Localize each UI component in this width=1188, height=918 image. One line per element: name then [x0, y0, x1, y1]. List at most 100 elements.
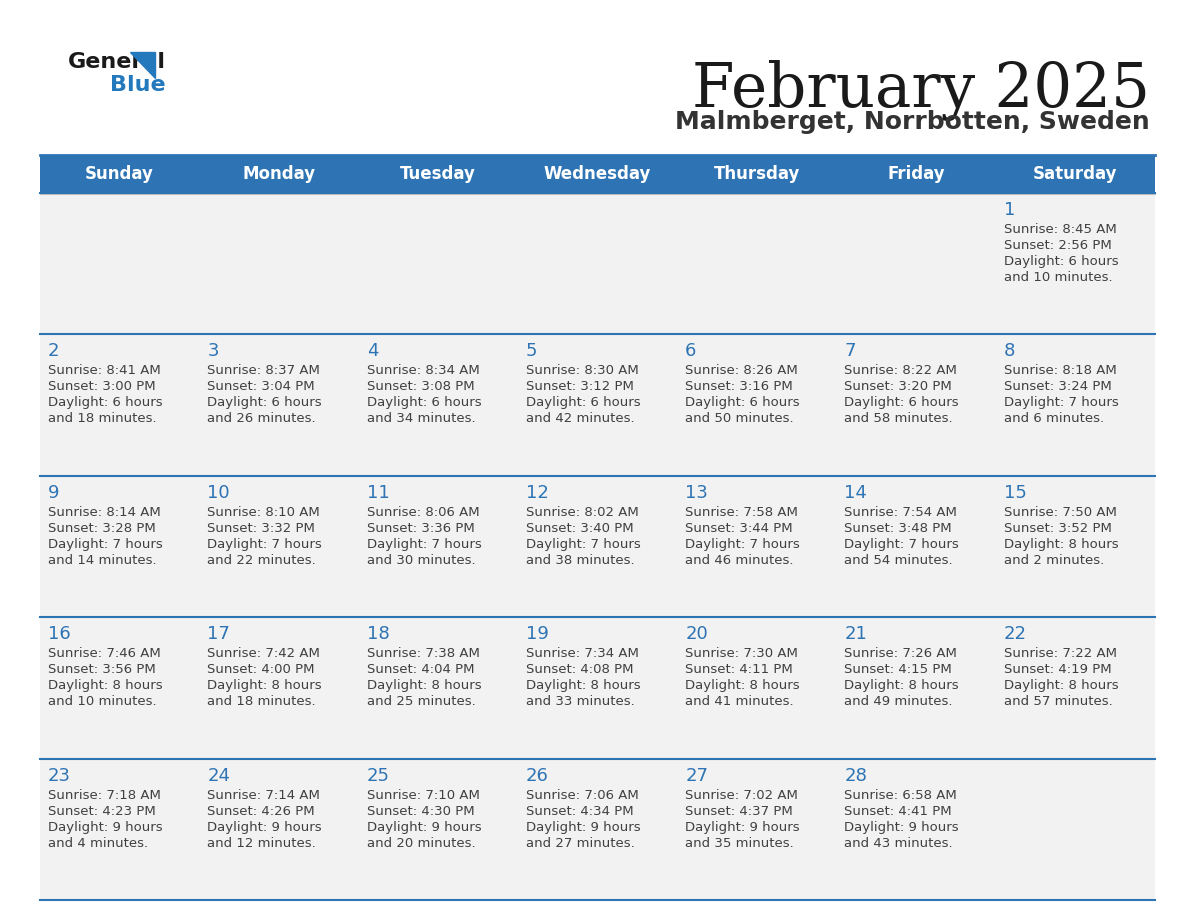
Text: Daylight: 8 hours: Daylight: 8 hours	[845, 679, 959, 692]
Bar	[518, 617, 677, 758]
Text: Daylight: 8 hours: Daylight: 8 hours	[1004, 538, 1118, 551]
Text: and 58 minutes.: and 58 minutes.	[845, 412, 953, 425]
Bar	[996, 476, 1155, 617]
Text: 7: 7	[845, 342, 855, 361]
Text: 4: 4	[367, 342, 378, 361]
Text: 8: 8	[1004, 342, 1015, 361]
Text: #1a1a1a: #1a1a1a	[70, 54, 76, 55]
Text: and 43 minutes.: and 43 minutes.	[845, 836, 953, 849]
Text: Daylight: 6 hours: Daylight: 6 hours	[845, 397, 959, 409]
Text: Sunrise: 7:54 AM: Sunrise: 7:54 AM	[845, 506, 958, 519]
Text: Sunrise: 8:45 AM: Sunrise: 8:45 AM	[1004, 223, 1117, 236]
Text: Daylight: 6 hours: Daylight: 6 hours	[685, 397, 800, 409]
Text: and 20 minutes.: and 20 minutes.	[367, 836, 475, 849]
Text: Daylight: 6 hours: Daylight: 6 hours	[367, 397, 481, 409]
Text: and 38 minutes.: and 38 minutes.	[526, 554, 634, 566]
Bar	[200, 758, 359, 900]
Text: 21: 21	[845, 625, 867, 644]
Bar	[359, 758, 518, 900]
Text: and 30 minutes.: and 30 minutes.	[367, 554, 475, 566]
Bar	[677, 617, 836, 758]
Text: Sunset: 3:40 PM: Sunset: 3:40 PM	[526, 521, 633, 535]
Text: Daylight: 6 hours: Daylight: 6 hours	[1004, 255, 1118, 268]
Text: Thursday: Thursday	[714, 165, 800, 183]
Text: 5: 5	[526, 342, 537, 361]
Text: Sunrise: 7:58 AM: Sunrise: 7:58 AM	[685, 506, 798, 519]
Text: Daylight: 7 hours: Daylight: 7 hours	[845, 538, 959, 551]
Text: Sunrise: 7:06 AM: Sunrise: 7:06 AM	[526, 789, 639, 801]
Bar	[359, 334, 518, 476]
Text: February 2025: February 2025	[691, 60, 1150, 121]
Text: Sunset: 2:56 PM: Sunset: 2:56 PM	[1004, 239, 1112, 252]
Text: Sunrise: 8:22 AM: Sunrise: 8:22 AM	[845, 364, 958, 377]
Text: Sunrise: 8:34 AM: Sunrise: 8:34 AM	[367, 364, 479, 377]
Text: and 33 minutes.: and 33 minutes.	[526, 695, 634, 708]
Bar	[518, 334, 677, 476]
Text: and 41 minutes.: and 41 minutes.	[685, 695, 794, 708]
Text: and 18 minutes.: and 18 minutes.	[48, 412, 157, 425]
Bar	[359, 617, 518, 758]
Text: Sunset: 3:48 PM: Sunset: 3:48 PM	[845, 521, 952, 535]
Bar	[677, 758, 836, 900]
Bar	[836, 334, 996, 476]
Text: Daylight: 8 hours: Daylight: 8 hours	[48, 679, 163, 692]
Text: General: General	[68, 52, 166, 72]
Bar	[40, 476, 200, 617]
Text: Sunset: 3:12 PM: Sunset: 3:12 PM	[526, 380, 633, 394]
Bar	[40, 334, 200, 476]
Text: Daylight: 6 hours: Daylight: 6 hours	[526, 397, 640, 409]
Text: Sunset: 4:19 PM: Sunset: 4:19 PM	[1004, 663, 1111, 677]
Text: 13: 13	[685, 484, 708, 502]
Text: Friday: Friday	[887, 165, 944, 183]
Text: Daylight: 8 hours: Daylight: 8 hours	[367, 679, 481, 692]
Text: Sunset: 4:37 PM: Sunset: 4:37 PM	[685, 804, 792, 818]
Bar	[200, 193, 359, 334]
Text: Sunset: 3:04 PM: Sunset: 3:04 PM	[207, 380, 315, 394]
Text: Daylight: 9 hours: Daylight: 9 hours	[367, 821, 481, 834]
Text: Sunset: 3:32 PM: Sunset: 3:32 PM	[207, 521, 315, 535]
Polygon shape	[129, 52, 154, 78]
Text: 26: 26	[526, 767, 549, 785]
Text: Tuesday: Tuesday	[400, 165, 476, 183]
Text: Sunset: 4:41 PM: Sunset: 4:41 PM	[845, 804, 952, 818]
Text: 18: 18	[367, 625, 390, 644]
Text: Daylight: 9 hours: Daylight: 9 hours	[207, 821, 322, 834]
Text: Sunset: 4:08 PM: Sunset: 4:08 PM	[526, 663, 633, 677]
Text: Sunset: 3:28 PM: Sunset: 3:28 PM	[48, 521, 156, 535]
Text: Sunset: 3:08 PM: Sunset: 3:08 PM	[367, 380, 474, 394]
Bar	[836, 193, 996, 334]
Text: Daylight: 9 hours: Daylight: 9 hours	[685, 821, 800, 834]
Text: Sunrise: 7:38 AM: Sunrise: 7:38 AM	[367, 647, 480, 660]
Text: and 57 minutes.: and 57 minutes.	[1004, 695, 1112, 708]
Bar	[200, 476, 359, 617]
Text: and 22 minutes.: and 22 minutes.	[207, 554, 316, 566]
Bar	[677, 193, 836, 334]
Text: and 49 minutes.: and 49 minutes.	[845, 695, 953, 708]
Text: Sunset: 3:56 PM: Sunset: 3:56 PM	[48, 663, 156, 677]
Text: and 6 minutes.: and 6 minutes.	[1004, 412, 1104, 425]
Text: and 10 minutes.: and 10 minutes.	[48, 695, 157, 708]
Text: Sunset: 4:00 PM: Sunset: 4:00 PM	[207, 663, 315, 677]
Text: Sunrise: 8:14 AM: Sunrise: 8:14 AM	[48, 506, 160, 519]
Bar	[996, 334, 1155, 476]
Text: Sunrise: 7:42 AM: Sunrise: 7:42 AM	[207, 647, 320, 660]
Text: and 25 minutes.: and 25 minutes.	[367, 695, 475, 708]
Text: 12: 12	[526, 484, 549, 502]
Text: 27: 27	[685, 767, 708, 785]
Bar	[200, 617, 359, 758]
Text: 10: 10	[207, 484, 230, 502]
Text: Sunrise: 7:46 AM: Sunrise: 7:46 AM	[48, 647, 160, 660]
Bar	[518, 476, 677, 617]
Text: Sunrise: 8:18 AM: Sunrise: 8:18 AM	[1004, 364, 1117, 377]
Text: Daylight: 8 hours: Daylight: 8 hours	[207, 679, 322, 692]
Bar	[836, 758, 996, 900]
Text: Sunrise: 7:14 AM: Sunrise: 7:14 AM	[207, 789, 320, 801]
Text: Daylight: 9 hours: Daylight: 9 hours	[526, 821, 640, 834]
Text: 2: 2	[48, 342, 59, 361]
Text: Wednesday: Wednesday	[544, 165, 651, 183]
Bar	[996, 193, 1155, 334]
Text: Daylight: 8 hours: Daylight: 8 hours	[685, 679, 800, 692]
Text: 6: 6	[685, 342, 696, 361]
Text: Sunrise: 7:50 AM: Sunrise: 7:50 AM	[1004, 506, 1117, 519]
Text: and 42 minutes.: and 42 minutes.	[526, 412, 634, 425]
